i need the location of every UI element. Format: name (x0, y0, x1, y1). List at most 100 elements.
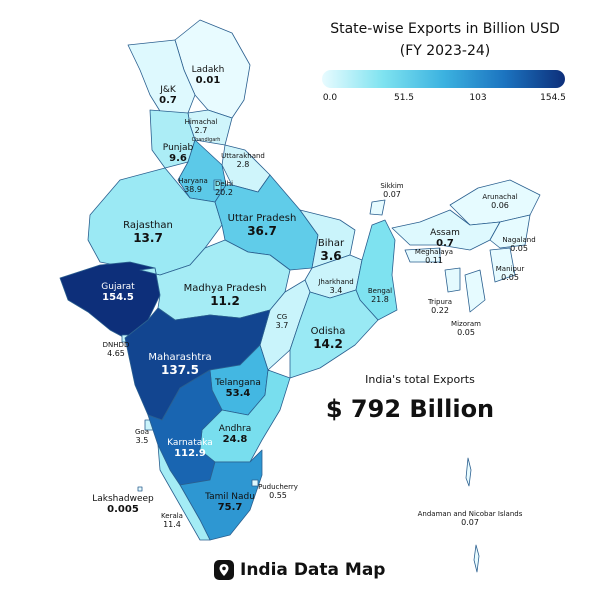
map-pin-icon (214, 560, 234, 580)
state-shape-meghalaya (404, 247, 441, 263)
legend-color-bar (322, 70, 565, 88)
state-label-odisha: Odisha 14.2 (311, 326, 346, 351)
state-value: 0.07 (461, 518, 479, 528)
state-value: 0.22 (431, 306, 449, 316)
brand-name: India Data Map (240, 560, 386, 580)
state-shape-kerala (157, 444, 211, 541)
state-label-himachal: Himachal 2.7 (185, 118, 218, 135)
state-value: 24.8 (222, 434, 248, 446)
state-label-goa: Goa 3.5 (135, 428, 149, 445)
state-name: Andaman and Nicobar Islands (417, 510, 523, 518)
total-exports-label: India's total Exports (365, 373, 475, 386)
state-value: 20.2 (215, 188, 233, 198)
state-label-haryana: Haryana 38.9 (178, 177, 208, 194)
state-name: Goa (135, 428, 149, 436)
state-value: 0.07 (383, 190, 401, 200)
state-label-tamilnadu: Tamil Nadu 75.7 (205, 492, 255, 514)
state-label-manipur: Manipur 0.05 (496, 265, 524, 282)
state-label-mizoram: Mizoram 0.05 (451, 320, 481, 337)
state-value: 137.5 (161, 362, 199, 377)
map-title: State-wise Exports in Billion USD (FY 20… (320, 18, 570, 62)
state-label-karnataka: Karnataka 112.9 (167, 438, 213, 460)
state-name: DNHDD (102, 341, 130, 349)
state-label-up: Uttar Pradesh 36.7 (228, 213, 297, 238)
state-name: Telangana (215, 378, 261, 388)
state-name: Jharkhand (318, 278, 354, 286)
state-name: Ladakh (191, 65, 225, 75)
state-name: Uttar Pradesh (227, 213, 297, 224)
state-name: Puducherry (258, 483, 298, 491)
state-value: 0.7 (436, 238, 454, 250)
state-label-telangana: Telangana 53.4 (215, 378, 261, 400)
state-value: 0.7 (159, 95, 177, 107)
state-value: 36.7 (247, 223, 277, 238)
andaman-islands-shape (465, 457, 472, 487)
state-name: Meghalaya (414, 248, 454, 256)
state-label-jk: J&K 0.7 (159, 85, 177, 107)
state-label-rajasthan: Rajasthan 13.7 (123, 220, 173, 245)
state-value: 0.05 (457, 328, 475, 338)
nicobar-islands-shape (473, 544, 480, 573)
state-label-tripura: Tripura 0.22 (428, 298, 452, 315)
state-name: Tamil Nadu (205, 492, 255, 502)
state-name: Lakshadweep (92, 494, 154, 504)
state-name: Uttarakhand (221, 152, 265, 160)
state-label-meghalaya: Meghalaya 0.11 (415, 248, 453, 265)
state-name: CG (276, 313, 288, 321)
state-label-sikkim: Sikkim 0.07 (380, 182, 403, 199)
state-name: Himachal (184, 118, 218, 126)
state-value: 0.05 (501, 273, 519, 283)
state-value: 112.9 (174, 448, 206, 460)
state-label-ladakh: Ladakh 0.01 (192, 65, 225, 87)
map-title-line-2: (FY 2023-24) (399, 43, 491, 59)
state-value: 0.11 (425, 256, 443, 266)
state-name: Gujarat (101, 282, 135, 292)
state-name: Delhi (214, 180, 234, 188)
map-title-line-1: State-wise Exports in Billion USD (330, 21, 560, 37)
state-shape-manipur (489, 247, 516, 283)
state-value: 0.01 (195, 75, 221, 87)
state-value: 13.7 (133, 230, 163, 245)
state-label-nagaland: Nagaland 0.05 (502, 236, 535, 253)
state-value: 38.9 (184, 185, 202, 195)
state-name: Manipur (495, 265, 525, 273)
state-name: Bengal (367, 287, 393, 295)
state-value: 11.4 (163, 520, 181, 530)
state-label-chandigarh: Chandigarh (191, 137, 221, 143)
state-value: 0.55 (269, 491, 287, 501)
state-label-mp: Madhya Pradesh 11.2 (184, 283, 267, 308)
brand: India Data Map (214, 560, 385, 580)
state-value: 3.6 (320, 248, 342, 263)
legend-tick-2: 103 (469, 93, 487, 103)
state-value: 9.6 (169, 153, 187, 165)
state-name: Punjab (162, 143, 194, 153)
state-value: 75.7 (217, 502, 243, 514)
legend-tick-0: 0.0 (322, 93, 338, 103)
state-label-lakshadweep: Lakshadweep 0.005 (92, 494, 154, 516)
state-value: 3.4 (329, 286, 343, 296)
state-name: Odisha (310, 326, 346, 337)
legend-tick-3: 154.5 (540, 93, 566, 103)
state-value: 3.7 (275, 321, 289, 331)
state-name: Sikkim (380, 182, 404, 190)
state-label-andaman: Andaman and Nicobar Islands 0.07 (418, 510, 523, 527)
state-value: 14.2 (313, 336, 343, 351)
state-value: 2.7 (194, 126, 208, 136)
state-shape-lakshadweep (137, 486, 143, 492)
state-label-bihar: Bihar 3.6 (318, 238, 344, 263)
state-name: J&K (160, 85, 176, 95)
state-shape-nagaland (489, 214, 531, 249)
state-label-andhra: Andhra 24.8 (219, 424, 252, 446)
state-value: 2.8 (236, 160, 250, 170)
state-label-arunachal: Arunachal 0.06 (482, 193, 517, 210)
state-shape-up (214, 174, 319, 271)
state-label-uttarakhand: Uttarakhand 2.8 (221, 152, 265, 169)
state-value: 0.005 (107, 504, 139, 516)
state-label-assam: Assam 0.7 (430, 228, 460, 250)
state-shape-sikkim (369, 199, 386, 216)
state-name: Tripura (427, 298, 453, 306)
state-value: 11.2 (210, 293, 240, 308)
state-label-gujarat: Gujarat 154.5 (101, 282, 134, 304)
state-label-maharashtra: Maharashtra 137.5 (148, 352, 211, 377)
